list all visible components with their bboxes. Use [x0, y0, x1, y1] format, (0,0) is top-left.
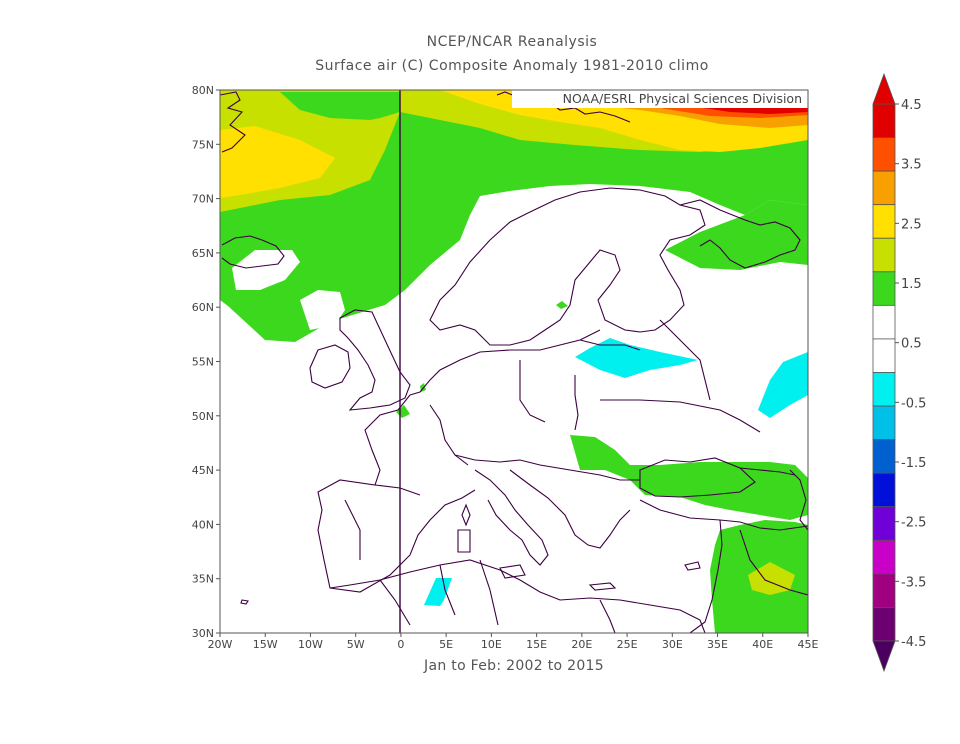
lon-tick-label: 15E	[526, 638, 547, 651]
anomaly-spot-sweden	[556, 301, 568, 309]
coast-crete	[590, 583, 615, 590]
lon-tick-label: 25E	[617, 638, 638, 651]
colorbar-swatch	[873, 205, 895, 239]
coast-cyprus	[685, 562, 700, 570]
coast-corsica	[462, 505, 470, 525]
border-alps	[455, 455, 540, 465]
colorbar-bottom-triangle	[873, 641, 895, 671]
lon-tick-label: 10W	[298, 638, 323, 651]
colorbar-swatch	[873, 373, 895, 407]
lon-tick-label: 15W	[253, 638, 278, 651]
lon-tick-label: 10E	[481, 638, 502, 651]
colorbar-label: 4.5	[901, 98, 922, 113]
coast-ireland	[310, 345, 350, 388]
colorbar-label: 3.5	[901, 158, 922, 173]
lon-tick-label: 30E	[662, 638, 683, 651]
coast-sardinia	[458, 530, 470, 552]
colorbar-label: -2.5	[901, 516, 926, 531]
anomaly-region-green-southeast	[570, 435, 808, 520]
lat-tick-label: 45N	[192, 464, 214, 477]
lon-tick-label: 20E	[571, 638, 592, 651]
colorbar-label: 2.5	[901, 217, 922, 232]
anomaly-region-cyan-algeria	[424, 578, 452, 606]
colorbar-swatch	[873, 607, 895, 641]
lon-tick-label: 0	[397, 638, 404, 651]
coast-madeira	[241, 600, 248, 604]
colorbar-swatch	[873, 440, 895, 474]
colorbar-swatch	[873, 305, 895, 339]
colorbar-swatch	[873, 104, 895, 138]
coast-france-iberia	[318, 395, 475, 592]
colorbar-top-triangle	[873, 74, 895, 104]
colorbar-swatch	[873, 406, 895, 440]
anomaly-region-cyan-belarus	[575, 338, 698, 378]
colorbar: 4.5 3.5 2.5 1.5 0.5 -0.5 -1.5 -2.5 -3.5 -4.5	[873, 74, 926, 671]
border-france-germany	[430, 405, 468, 465]
anomaly-spot-channel	[396, 405, 410, 418]
lon-tick-label: 20W	[208, 638, 233, 651]
lat-tick-label: 75N	[192, 138, 214, 151]
border-germany-poland	[520, 360, 545, 422]
lat-tick-label: 65N	[192, 247, 214, 260]
lat-tick-label: 70N	[192, 193, 214, 206]
latitude-axis: 30N 35N 40N 45N 50N 55N 60N 65N 70N 75N 80N	[192, 84, 220, 640]
border-pyrenees	[375, 485, 420, 495]
coast-italy	[475, 470, 548, 565]
border-ukraine	[600, 400, 760, 432]
lat-tick-label: 80N	[192, 84, 214, 97]
colorbar-swatch	[873, 540, 895, 574]
anomaly-region-cyan-russia	[758, 352, 808, 418]
colorbar-swatch	[873, 574, 895, 608]
colorbar-label: -4.5	[901, 635, 926, 650]
colorbar-label: -1.5	[901, 456, 926, 471]
coast-north-africa	[330, 560, 705, 633]
lat-tick-label: 60N	[192, 301, 214, 314]
longitude-axis: 20W 15W 10W 5W 0 5E 10E 15E 20E 25E 30E 35E 40E 45E	[208, 633, 819, 651]
lat-tick-label: 50N	[192, 410, 214, 423]
colorbar-swatch	[873, 339, 895, 373]
colorbar-label: 1.5	[901, 277, 922, 292]
colorbar-label: -0.5	[901, 396, 926, 411]
colorbar-swatch	[873, 138, 895, 172]
lat-tick-label: 55N	[192, 356, 214, 369]
colorbar-swatch	[873, 238, 895, 272]
lon-tick-label: 5W	[347, 638, 365, 651]
lon-tick-label: 35E	[707, 638, 728, 651]
lon-tick-label: 5E	[439, 638, 453, 651]
border-poland-east	[575, 375, 578, 430]
anomaly-field	[220, 90, 808, 633]
lon-tick-label: 40E	[752, 638, 773, 651]
colorbar-swatch	[873, 272, 895, 306]
colorbar-swatch	[873, 171, 895, 205]
colorbar-label: 0.5	[901, 337, 922, 352]
time-period-label: Jan to Feb: 2002 to 2015	[220, 658, 808, 674]
coast-balkans	[510, 470, 630, 548]
coast-continental-west	[410, 330, 600, 395]
credit-text: NOAA/ESRL Physical Sciences Division	[563, 91, 802, 106]
lat-tick-label: 40N	[192, 518, 214, 531]
colorbar-label: -3.5	[901, 575, 926, 590]
colorbar-swatch	[873, 507, 895, 541]
colorbar-swatch	[873, 473, 895, 507]
lon-tick-label: 45E	[798, 638, 819, 651]
border-iberia	[345, 500, 360, 560]
lat-tick-label: 35N	[192, 573, 214, 586]
